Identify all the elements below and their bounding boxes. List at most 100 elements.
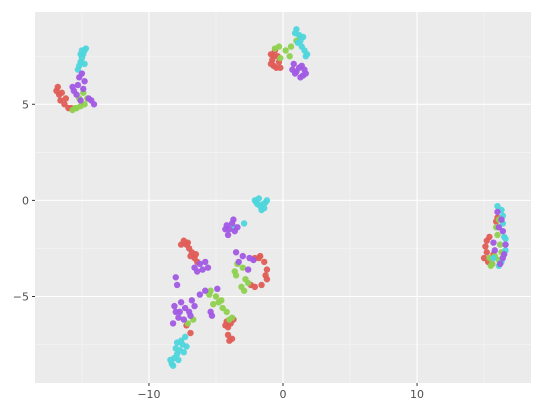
scatter-point-cyan bbox=[175, 356, 182, 364]
scatter-point-green bbox=[286, 53, 293, 60]
scatter-point-purple bbox=[196, 291, 204, 298]
scatter-point-purple bbox=[491, 247, 499, 254]
scatter-point-purple bbox=[171, 302, 178, 310]
scatter-point-green bbox=[223, 308, 230, 316]
scatter-point-red bbox=[226, 337, 233, 344]
scatter-point-red bbox=[277, 64, 284, 71]
scatter-point-purple bbox=[78, 70, 86, 77]
scatter-point-green bbox=[496, 241, 504, 248]
scatter-point-cyan bbox=[494, 202, 501, 210]
scatter-point-purple bbox=[74, 81, 82, 89]
scatter-point-cyan bbox=[169, 362, 177, 369]
scatter-point-red bbox=[54, 83, 61, 91]
scatter-point-purple bbox=[235, 258, 242, 266]
scatter-point-green bbox=[277, 54, 284, 62]
scatter-point-purple bbox=[69, 83, 76, 91]
scatter-point-red bbox=[61, 101, 68, 108]
scatter-point-red bbox=[263, 266, 271, 273]
scatter-point-green bbox=[210, 300, 217, 308]
scatter-point-red bbox=[177, 241, 185, 248]
scatter-point-purple bbox=[73, 91, 80, 98]
scatter-point-purple bbox=[191, 302, 198, 310]
scatter-point-purple bbox=[224, 231, 232, 239]
scatter-point-red bbox=[480, 254, 488, 262]
scatter-point-purple bbox=[202, 258, 209, 266]
scatter-point-cyan bbox=[502, 235, 509, 243]
scatter-point-purple bbox=[298, 62, 305, 70]
y-axis-ticks: 5 0 −5 bbox=[13, 98, 35, 303]
scatter-point-purple bbox=[498, 216, 505, 223]
scatter-point-purple bbox=[239, 252, 246, 260]
scatter-point-purple bbox=[207, 308, 214, 316]
scatter-point-purple bbox=[214, 285, 221, 293]
scatter-point-green bbox=[212, 293, 220, 300]
scatter-point-cyan bbox=[74, 66, 82, 73]
scatter-point-purple bbox=[302, 70, 309, 77]
scatter-point-red bbox=[270, 53, 277, 60]
scatter-point-cyan bbox=[263, 197, 271, 204]
scatter-point-purple bbox=[187, 312, 194, 319]
scatter-point-red bbox=[483, 237, 490, 244]
scatter-point-red bbox=[58, 89, 66, 96]
scatter-point-cyan bbox=[183, 343, 190, 350]
scatter-point-purple bbox=[250, 256, 257, 264]
scatter-point-green bbox=[494, 231, 501, 239]
scatter-point-green bbox=[239, 264, 246, 271]
scatter-point-purple bbox=[181, 304, 189, 312]
scatter-point-purple bbox=[177, 299, 185, 306]
y-tick-label: 0 bbox=[22, 194, 29, 207]
scatter-point-purple bbox=[180, 316, 187, 323]
scatter-point-red bbox=[187, 329, 194, 337]
scatter-point-purple bbox=[172, 308, 179, 316]
scatter-point-cyan bbox=[294, 39, 301, 46]
scatter-point-cyan bbox=[302, 53, 309, 60]
scatter-point-green bbox=[271, 45, 279, 52]
x-tick-label: 0 bbox=[280, 388, 287, 401]
scatter-point-cyan bbox=[172, 345, 179, 352]
scatter-point-cyan bbox=[81, 60, 88, 68]
scatter-point-red bbox=[57, 97, 64, 104]
scatter-point-purple bbox=[495, 224, 503, 231]
scatter-point-purple bbox=[490, 239, 497, 246]
scatter-point-green bbox=[232, 272, 240, 279]
scatter-point-cyan bbox=[291, 29, 299, 37]
scatter-point-red bbox=[262, 272, 269, 279]
scatter-point-green bbox=[218, 297, 225, 304]
scatter-point-purple bbox=[293, 68, 300, 75]
scatter-point-green bbox=[240, 287, 248, 294]
scatter-point-purple bbox=[173, 281, 181, 289]
scatter-point-purple bbox=[199, 266, 206, 273]
scatter-point-purple bbox=[499, 254, 507, 262]
scatter-point-purple bbox=[234, 224, 241, 231]
scatter-point-green bbox=[184, 320, 192, 327]
scatter-point-cyan bbox=[261, 204, 268, 212]
scatter-point-green bbox=[72, 104, 79, 112]
scatter-point-purple bbox=[290, 60, 297, 68]
scatter-point-cyan bbox=[299, 33, 307, 41]
scatter-point-green bbox=[206, 291, 213, 298]
scatter-point-red bbox=[258, 281, 265, 289]
scatter-point-green bbox=[287, 43, 295, 50]
scatter-point-purple bbox=[297, 74, 304, 81]
scatter-point-green bbox=[81, 101, 88, 108]
scatter-point-green bbox=[219, 304, 226, 312]
scatter-point-purple bbox=[244, 266, 252, 273]
scatter-point-purple bbox=[77, 97, 84, 104]
scatter-point-purple bbox=[494, 208, 501, 216]
scatter-point-green bbox=[487, 262, 494, 269]
scatter-point-purple bbox=[202, 287, 209, 294]
major-gridlines bbox=[35, 12, 531, 383]
scatter-point-green bbox=[242, 275, 249, 283]
scatter-point-purple bbox=[188, 297, 196, 304]
scatter-point-red bbox=[267, 60, 275, 68]
x-tick-label: 10 bbox=[410, 388, 424, 401]
scatter-point-purple bbox=[204, 264, 212, 271]
scatter-point-purple bbox=[232, 249, 240, 256]
scatter-point-cyan bbox=[167, 356, 174, 364]
y-tick-label: −5 bbox=[13, 290, 29, 303]
scatter-point-cyan bbox=[252, 199, 260, 206]
scatter-point-purple bbox=[175, 314, 182, 321]
scatter-point-red bbox=[184, 239, 192, 246]
scatter-point-red bbox=[482, 243, 489, 250]
